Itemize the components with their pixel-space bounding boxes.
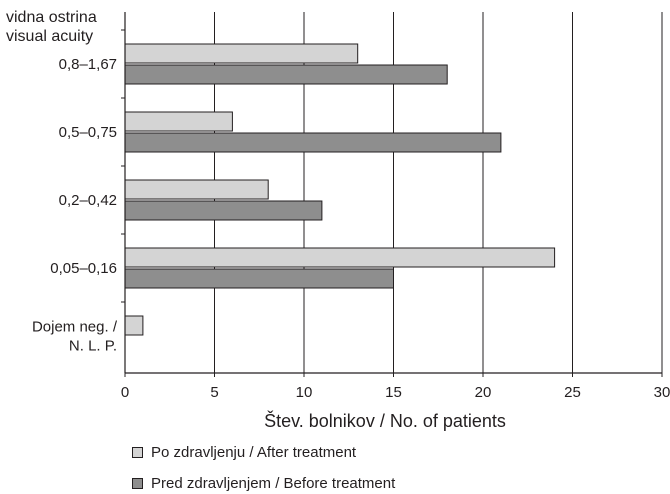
legend-item-after: Po zdravljenju / After treatment bbox=[132, 444, 356, 461]
category-label-3: 0,05–0,16 bbox=[50, 260, 117, 277]
x-tick-label-25: 25 bbox=[564, 384, 581, 401]
category-label-2: 0,2–0,42 bbox=[59, 192, 117, 209]
legend-swatch-after bbox=[132, 447, 143, 458]
bar-after-4 bbox=[124, 315, 144, 336]
legend-label-after: Po zdravljenju / After treatment bbox=[151, 444, 357, 461]
category-label-1: 0,5–0,75 bbox=[59, 124, 117, 141]
bar-before-2 bbox=[124, 200, 323, 221]
y-axis-title-line-1: vidna ostrina bbox=[6, 9, 97, 26]
y-axis-title-line-2: visual acuity bbox=[6, 28, 94, 45]
bar-after-3 bbox=[124, 247, 556, 268]
bar-before-1 bbox=[124, 132, 502, 153]
x-tick-label-5: 5 bbox=[210, 384, 218, 401]
bar-after-1 bbox=[124, 111, 233, 132]
bar-before-0 bbox=[124, 64, 448, 85]
category-label-4-1: N. L. P. bbox=[69, 338, 117, 355]
x-tick-label-0: 0 bbox=[121, 384, 129, 401]
x-tick-label-20: 20 bbox=[475, 384, 492, 401]
bar-chart: 0 5 10 15 20 25 30 0,8–1,67 0,5–0,75 0,2–0,42 0,05… bbox=[32, 12, 670, 431]
x-tick-label-15: 15 bbox=[385, 384, 402, 401]
category-label-4-0: Dojem neg. / bbox=[32, 319, 118, 336]
category-label-0: 0,8–1,67 bbox=[59, 56, 117, 73]
bar-after-0 bbox=[124, 43, 359, 64]
x-tick-label-30: 30 bbox=[654, 384, 670, 401]
bar-before-3 bbox=[124, 268, 394, 289]
x-tick-label-10: 10 bbox=[296, 384, 313, 401]
legend-item-before: Pred zdravljenjem / Before treatment bbox=[132, 475, 395, 492]
legend-swatch-before bbox=[132, 478, 143, 489]
x-axis-title: Štev. bolnikov / No. of patients bbox=[264, 410, 506, 431]
y-axis-title: vidna ostrina visual acuity bbox=[6, 8, 97, 46]
legend-label-before: Pred zdravljenjem / Before treatment bbox=[151, 475, 396, 492]
bar-after-2 bbox=[124, 179, 269, 200]
